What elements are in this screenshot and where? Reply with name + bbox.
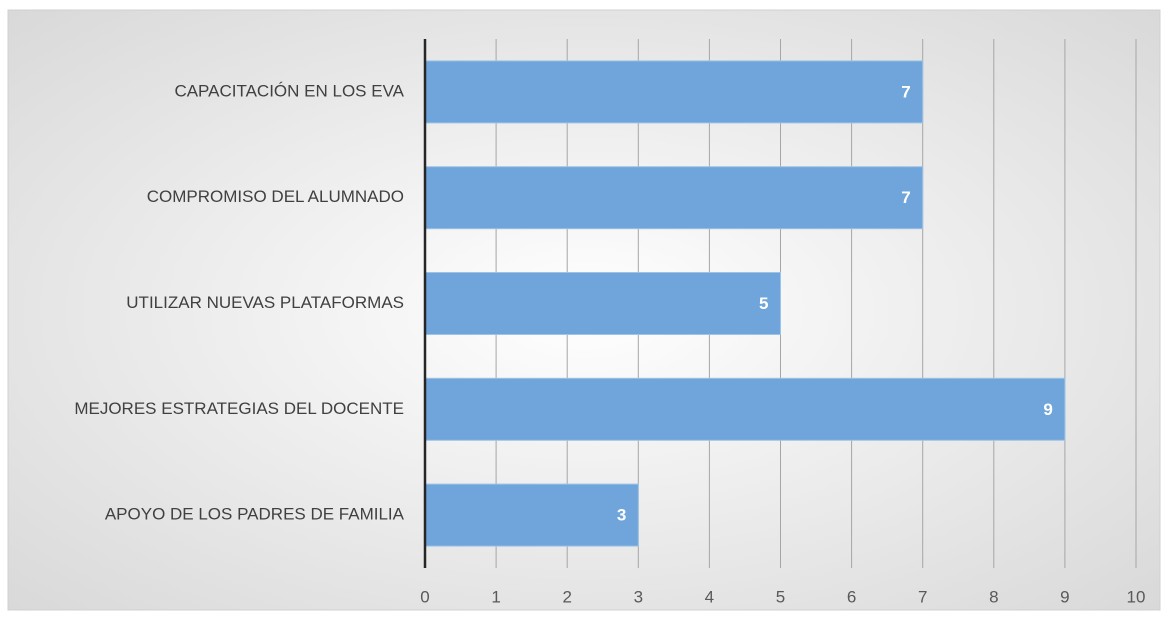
- bar: [424, 60, 924, 124]
- y-tick-label: CAPACITACIÓN EN LOS EVA: [174, 81, 404, 100]
- x-tick-label: 9: [1060, 587, 1069, 606]
- y-tick-label: COMPROMISO DEL ALUMNADO: [147, 187, 404, 206]
- x-tick-label: 6: [847, 587, 856, 606]
- x-tick-label: 7: [918, 587, 927, 606]
- x-tick-label: 1: [491, 587, 500, 606]
- data-label: 7: [901, 188, 910, 207]
- x-tick-label: 3: [634, 587, 643, 606]
- bar: [424, 166, 924, 230]
- x-tick-label: 0: [420, 587, 429, 606]
- y-tick-label: UTILIZAR NUEVAS PLATAFORMAS: [126, 293, 404, 312]
- x-tick-label: 8: [989, 587, 998, 606]
- bar: [424, 483, 639, 547]
- data-label: 5: [759, 294, 768, 313]
- y-tick-label: APOYO DE LOS PADRES DE FAMILIA: [105, 505, 405, 524]
- x-tick-label: 2: [562, 587, 571, 606]
- x-tick-label: 10: [1127, 587, 1146, 606]
- bar: [424, 272, 781, 335]
- x-tick-label: 4: [705, 587, 714, 606]
- data-label: 3: [617, 506, 626, 525]
- bar: [424, 377, 1066, 441]
- x-tick-label: 5: [776, 587, 785, 606]
- y-tick-label: MEJORES ESTRATEGIAS DEL DOCENTE: [74, 399, 404, 418]
- data-label: 9: [1043, 400, 1052, 419]
- data-label: 7: [901, 82, 910, 101]
